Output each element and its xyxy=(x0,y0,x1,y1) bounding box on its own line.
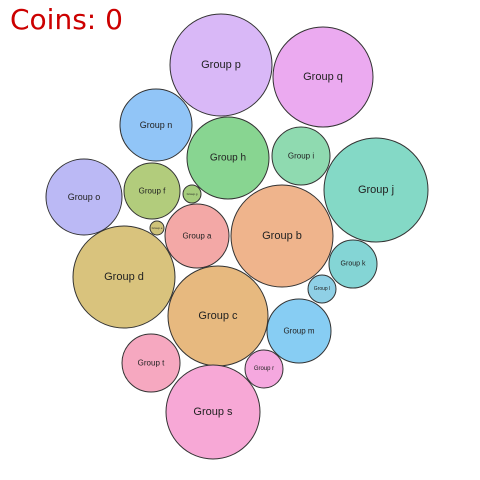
bubble-label-i: Group i xyxy=(288,152,314,161)
bubble-label-c: Group c xyxy=(198,310,238,322)
bubble-label-n: Group n xyxy=(140,120,173,130)
bubble-group-b[interactable]: Group b xyxy=(230,184,334,288)
bubble-circle-j[interactable] xyxy=(323,137,429,243)
bubble-group-o[interactable]: Group o xyxy=(45,158,123,236)
bubble-group-p[interactable]: Group p xyxy=(169,13,273,117)
bubble-label-k: Group k xyxy=(341,261,366,268)
bubble-group-r[interactable]: Group r xyxy=(244,349,284,389)
bubble-label-e: Group e xyxy=(152,226,163,230)
bubble-label-j: Group j xyxy=(358,184,394,196)
bubble-group-k[interactable]: Group k xyxy=(328,239,378,289)
coins-counter: Coins: 0 xyxy=(10,3,123,37)
bubble-circle-r[interactable] xyxy=(244,349,284,389)
bubble-group-s[interactable]: Group s xyxy=(165,364,261,460)
coins-value: 0 xyxy=(105,3,123,36)
bubble-label-o: Group o xyxy=(68,192,101,202)
bubble-label-f: Group f xyxy=(139,187,166,196)
bubble-circle-a[interactable] xyxy=(164,203,230,269)
bubble-label-g: Group g xyxy=(187,192,198,196)
bubble-label-r: Group r xyxy=(254,366,274,372)
bubble-label-b: Group b xyxy=(262,230,302,242)
coins-label: Coins: xyxy=(10,3,97,36)
bubble-label-a: Group a xyxy=(183,232,212,241)
bubble-circle-s[interactable] xyxy=(165,364,261,460)
bubble-group-f[interactable]: Group f xyxy=(123,162,181,220)
bubble-circle-n[interactable] xyxy=(119,88,193,162)
bubble-group-m[interactable]: Group m xyxy=(266,298,332,364)
bubble-circle-k[interactable] xyxy=(328,239,378,289)
bubble-circle-f[interactable] xyxy=(123,162,181,220)
bubble-circle-p[interactable] xyxy=(169,13,273,117)
bubble-label-l: Group l xyxy=(314,286,330,292)
bubble-circle-g[interactable] xyxy=(182,184,202,204)
bubble-label-p: Group p xyxy=(201,59,241,71)
bubble-circle-o[interactable] xyxy=(45,158,123,236)
bubble-group-j[interactable]: Group j xyxy=(323,137,429,243)
bubble-group-t[interactable]: Group t xyxy=(121,333,181,393)
bubble-group-i[interactable]: Group i xyxy=(271,126,331,186)
bubble-label-q: Group q xyxy=(303,71,343,83)
bubble-circle-l[interactable] xyxy=(307,274,337,304)
bubble-group-q[interactable]: Group q xyxy=(272,26,374,128)
bubble-group-n[interactable]: Group n xyxy=(119,88,193,162)
bubble-circle-d[interactable] xyxy=(72,225,176,329)
bubble-group-h[interactable]: Group h xyxy=(186,116,270,200)
bubble-label-s: Group s xyxy=(193,406,233,418)
bubble-group-d[interactable]: Group d xyxy=(72,225,176,329)
bubble-circle-t[interactable] xyxy=(121,333,181,393)
bubble-label-m: Group m xyxy=(283,327,314,336)
bubble-label-h: Group h xyxy=(210,153,246,164)
bubble-group-g[interactable]: Group g xyxy=(182,184,202,204)
bubble-label-t: Group t xyxy=(138,359,165,368)
bubble-circle-i[interactable] xyxy=(271,126,331,186)
bubble-group-a[interactable]: Group a xyxy=(164,203,230,269)
bubble-circle-h[interactable] xyxy=(186,116,270,200)
bubble-circle-m[interactable] xyxy=(266,298,332,364)
bubble-group-e[interactable]: Group e xyxy=(149,220,165,236)
bubble-circle-q[interactable] xyxy=(272,26,374,128)
bubble-circle-b[interactable] xyxy=(230,184,334,288)
bubble-group-l[interactable]: Group l xyxy=(307,274,337,304)
bubble-group-c[interactable]: Group c xyxy=(167,265,269,367)
bubble-circle-e[interactable] xyxy=(149,220,165,236)
bubble-label-d: Group d xyxy=(104,271,144,283)
